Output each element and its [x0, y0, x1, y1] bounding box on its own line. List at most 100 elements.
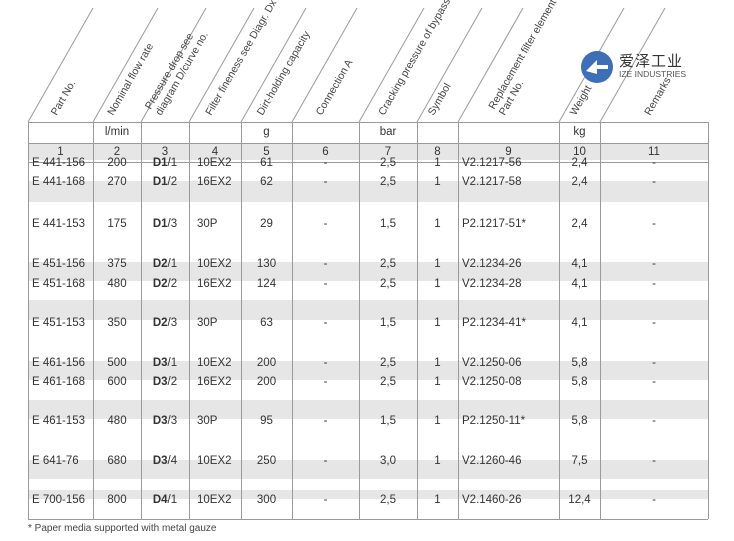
table-cell-element: V2.1217-58 — [462, 176, 522, 188]
table-cell-dp: D3/4 — [141, 452, 189, 471]
row-band — [28, 143, 708, 160]
table-cell-dirt: 200 — [256, 376, 277, 388]
table-cell-fineness: 16EX2 — [197, 176, 232, 188]
column-number: 2 — [113, 146, 121, 158]
pressure-drop-diagram: D3 — [152, 376, 168, 388]
row-band — [28, 490, 708, 499]
unit-label: l/min — [104, 126, 130, 138]
column-rule — [189, 122, 190, 519]
table-cell-weight: 2,4 — [571, 157, 588, 169]
table-cell-dirt: 29 — [260, 218, 273, 230]
table-cell-remarks: - — [652, 176, 656, 188]
column-rule — [708, 122, 709, 519]
column-header-text: Replacement filter element — [486, 0, 559, 111]
column-rule — [28, 122, 29, 519]
table-cell-flow: 175 — [107, 218, 127, 230]
table-cell-symbol: 1 — [434, 258, 441, 270]
table-cell-crack: 1,5 — [380, 218, 396, 230]
table-cell-fineness: 16EX2 — [197, 376, 232, 388]
table-cell-fineness: 10EX2 — [197, 494, 232, 506]
pressure-drop-diagram: D4 — [152, 494, 168, 506]
table-cell-element: V2.1234-26 — [462, 258, 522, 270]
table-cell-weight: 2,4 — [571, 176, 588, 188]
table-cell-element: P2.1217-51* — [462, 218, 526, 230]
table-cell-dp: D1/3 — [141, 215, 189, 234]
table-cell-crack: 2,5 — [380, 278, 396, 290]
pressure-drop-diagram: D1 — [152, 157, 168, 169]
table-cell-dp: D4/1 — [141, 491, 189, 510]
table-cell-part: E 441-156 — [32, 157, 86, 169]
table-cell-crack: 3,0 — [380, 455, 396, 467]
column-number: 5 — [263, 146, 270, 158]
header-diagonal-rule — [140, 7, 207, 122]
table-cell-conn: - — [323, 258, 328, 270]
table-cell-remarks: - — [652, 278, 656, 290]
header-diagonal-rule — [599, 7, 666, 122]
table-cell-element: V2.1250-08 — [462, 376, 522, 388]
table-cell-part: E 461-156 — [32, 357, 86, 369]
table-cell-flow: 200 — [107, 157, 127, 169]
pressure-drop-diagram: D3 — [152, 357, 168, 369]
column-number: 1 — [57, 146, 64, 158]
table-cell-weight: 4,1 — [571, 258, 588, 270]
table-cell-dp: D1/1 — [141, 154, 189, 173]
row-band — [28, 361, 708, 380]
footnote: * Paper media supported with metal gauze — [28, 523, 217, 534]
pressure-drop-curve: /4 — [167, 455, 178, 467]
table-cell-part: E 441-168 — [32, 176, 86, 188]
ize-logo-mark-icon — [581, 51, 613, 83]
table-cell-conn: - — [323, 494, 328, 506]
header-diagonal-rule — [416, 7, 483, 122]
table-cell-weight: 4,1 — [571, 317, 588, 329]
column-number: 7 — [384, 146, 392, 158]
table-cell-part: E 461-168 — [32, 376, 86, 388]
table-cell-part: E 461-153 — [32, 415, 86, 427]
table-cell-dirt: 63 — [260, 317, 273, 329]
column-number: 8 — [434, 146, 441, 158]
table-cell-remarks: - — [652, 415, 656, 427]
table-cell-fineness: 10EX2 — [197, 258, 232, 270]
column-rule — [141, 122, 142, 519]
ize-industries-logo — [578, 50, 698, 84]
column-header-1: Part No. — [49, 78, 79, 117]
pressure-drop-curve: /1 — [167, 494, 178, 506]
table-cell-element: V2.1217-56 — [462, 157, 522, 169]
table-cell-dirt: 62 — [260, 176, 273, 188]
table-cell-element: P2.1234-41* — [462, 317, 526, 329]
pressure-drop-curve: /1 — [167, 258, 178, 270]
column-rule — [241, 122, 242, 519]
table-rule — [28, 143, 708, 144]
logo-chinese-text: 爱泽工业 — [619, 53, 684, 70]
column-rule — [458, 122, 459, 519]
row-band — [28, 300, 708, 320]
unit-label: g — [263, 126, 270, 138]
table-cell-element: V2.1260-46 — [462, 455, 522, 467]
table-cell-flow: 350 — [107, 317, 127, 329]
table-cell-conn: - — [323, 176, 328, 188]
unit-label: bar — [379, 126, 397, 138]
pressure-drop-curve: /2 — [167, 376, 178, 388]
table-cell-remarks: - — [652, 317, 656, 329]
table-cell-symbol: 1 — [434, 157, 441, 169]
table-cell-dp: D2/3 — [141, 314, 189, 333]
pressure-drop-diagram: D3 — [152, 415, 168, 427]
column-number: 3 — [161, 146, 169, 158]
column-header-text: Dirt-holding capacity — [255, 28, 313, 117]
table-cell-conn: - — [323, 218, 328, 230]
column-number: 9 — [505, 146, 512, 158]
table-cell-crack: 2,5 — [380, 494, 396, 506]
table-cell-fineness: 16EX2 — [197, 278, 232, 290]
table-cell-flow: 480 — [107, 278, 127, 290]
column-number: 10 — [573, 146, 586, 158]
table-cell-part: E 451-153 — [32, 317, 86, 329]
header-diagonal-rule — [240, 7, 307, 122]
column-rule — [600, 122, 601, 519]
table-cell-symbol: 1 — [434, 317, 441, 329]
table-cell-conn: - — [323, 415, 328, 427]
table-cell-element: V2.1460-26 — [462, 494, 522, 506]
row-band — [28, 181, 708, 202]
header-diagonal-rule — [358, 7, 425, 122]
table-cell-symbol: 1 — [434, 176, 441, 188]
table-cell-symbol: 1 — [434, 494, 441, 506]
